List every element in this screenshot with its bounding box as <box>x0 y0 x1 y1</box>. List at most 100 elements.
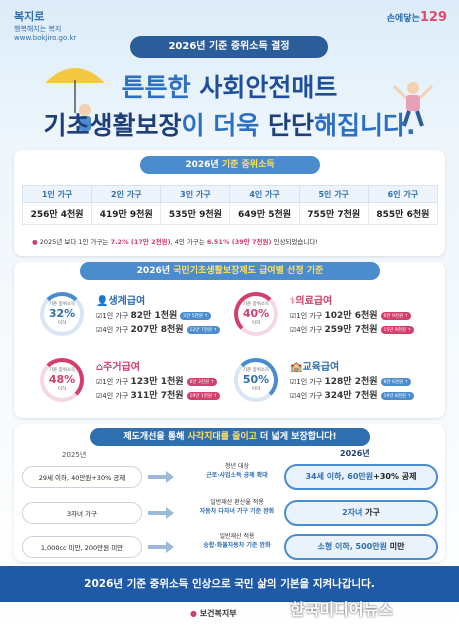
income-header-2: 2인 가구 <box>91 185 162 203</box>
label: 4인 가구 <box>102 326 131 334</box>
increase-badge: 12만 7천원 ↑ <box>186 326 221 334</box>
value: 123만 1천원 <box>130 377 184 387</box>
taegeuk-icon: ● <box>190 609 197 618</box>
media-name: 한국미디어뉴스 <box>290 600 394 619</box>
check-icon: ☑ <box>290 378 297 386</box>
headline-line-1: 튼튼한 사회안전매트 <box>0 68 459 104</box>
reform-mid-line2: 자동차 다자녀 가구 기준 완화 <box>199 508 275 515</box>
headline-2a: 기초생활보장 <box>43 111 182 140</box>
reform-row-children: 3자녀 가구 일반재산 환산율 적용 자동차 다자녀 가구 기준 완화 2자녀 가… <box>22 498 438 528</box>
ministry-logo: ● 보건복지부 <box>190 608 237 619</box>
ring-label: 기준 중위소득 <box>48 368 76 373</box>
check-icon: ☑ <box>290 326 297 334</box>
benefit-livelihood-title-text: 생계급여 <box>108 296 146 307</box>
income-header-1: 1인 가구 <box>21 185 93 203</box>
income-pill-b: 기준 중위소득 <box>221 160 275 170</box>
benefit-education: 기준 중위소득 50% 이하 🏫교육급여 ☑1인 가구 128만 2천원 8만 6… <box>234 358 428 408</box>
value: 324만 7천원 <box>324 391 378 401</box>
value: 102만 6천원 <box>324 311 378 321</box>
reform-new-a: 34세 이하, 60만원 <box>305 472 374 481</box>
benefit-housing: 기준 중위소득 48% 이하 ⌂주거급여 ☑1인 가구 123만 1천원 8만 3… <box>40 358 234 408</box>
benefit-housing-title: ⌂주거급여 <box>96 358 140 373</box>
reform-new-value: 소형 이하, 500만원 미만 <box>284 534 438 560</box>
label: 4인 가구 <box>102 392 131 400</box>
ring-label: 기준 중위소득 <box>48 302 76 307</box>
reform-new-a: 2자녀 <box>342 508 363 517</box>
benefit-medical: 기준 중위소득 40% 이하 ⚕의료급여 ☑1인 가구 102만 6천원 6만 9… <box>234 292 428 342</box>
increase-badge: 15만 9천원 ↑ <box>380 326 415 334</box>
bokjiro-logo-text: 복지로 <box>14 10 45 23</box>
benefit-education-title: 🏫교육급여 <box>290 358 339 373</box>
reform-new-value: 2자녀 가구 <box>284 500 438 526</box>
reform-mid-line1: 일반재산 적용 <box>219 533 255 540</box>
ring-label: 기준 중위소득 <box>242 368 270 373</box>
check-icon: ☑ <box>96 378 103 386</box>
benefit-housing-line1: ☑1인 가구 123만 1천원 8만 3천원 ↑ <box>96 374 218 387</box>
benefit-education-title-text: 교육급여 <box>302 362 340 373</box>
income-value-1: 256만 4천원 <box>21 202 93 225</box>
label: 4인 가구 <box>296 392 325 400</box>
reform-mid-line2: 승합·화물자동차 기준 완화 <box>203 542 271 549</box>
year-old-label: 2025년 <box>62 451 87 459</box>
reform-pill-c: 더 넓게 보장합니다! <box>256 432 337 442</box>
benefit-medical-line2: ☑4인 가구 259만 7천원 15만 9천원 ↑ <box>290 322 415 335</box>
label: 1인 가구 <box>102 312 131 320</box>
footer-band <box>0 566 459 602</box>
income-note: ● 2025년 보다 1인 가구는 7.2% (17만 2천원), 4인 가구는… <box>32 236 318 246</box>
check-icon: ☑ <box>96 312 103 320</box>
hotline-logo-text: 손에닿는 <box>386 14 420 24</box>
ring-sub: 이하 <box>251 387 261 392</box>
income-header-4: 4인 가구 <box>229 185 300 203</box>
income-value-3: 535만 9천원 <box>160 202 231 225</box>
bokjiro-logo-url: www.bokjiro.go.kr <box>14 34 77 42</box>
arrow-right-icon <box>148 507 174 519</box>
income-table: 1인 가구 2인 가구 3인 가구 4인 가구 5인 가구 6인 가구 256만… <box>21 185 439 225</box>
increase-badge: 19만 1천원 ↑ <box>186 392 221 400</box>
income-header-5: 5인 가구 <box>298 185 369 203</box>
reform-mid-line1: 청년 대상 <box>225 463 249 470</box>
value: 82만 1천원 <box>130 311 178 321</box>
reform-new-value: 34세 이하, 60만원+30% 공제 <box>284 464 438 490</box>
income-note-c: , 4인 가구는 <box>170 238 207 246</box>
benefit-livelihood-line1: ☑1인 가구 82만 1천원 5만 5천원 ↑ <box>96 308 212 321</box>
benefits-pill-b: 국민기초생활보장제도 급여별 선정 기준 <box>173 266 324 276</box>
ring-sub: 이하 <box>57 321 67 326</box>
reform-mid-line2: 근로·사업소득 공제 확대 <box>206 472 268 479</box>
jumping-person-icon <box>392 82 434 127</box>
benefit-housing-ring: 기준 중위소득 48% 이하 <box>40 358 84 402</box>
label: 1인 가구 <box>102 378 131 386</box>
reform-pill-a: 제도개선을 통해 <box>123 432 188 442</box>
check-icon: ☑ <box>96 326 103 334</box>
reform-mid-line1: 일반재산 환산율 적용 <box>210 499 264 506</box>
reform-pill: 제도개선을 통해 사각지대를 줄이고 더 넓게 보장합니다! <box>90 428 370 446</box>
income-header-6: 6인 가구 <box>367 185 439 203</box>
year-new-label: 2026년 <box>340 449 370 458</box>
income-value-4: 649만 5천원 <box>229 202 300 225</box>
check-icon: ☑ <box>290 312 297 320</box>
reform-pill-b: 사각지대를 줄이고 <box>187 432 257 442</box>
benefit-livelihood-pct: 32% <box>48 307 76 320</box>
reform-row-youth: 29세 이하, 40만원+30% 공제 청년 대상 근로·사업소득 공제 확대 3… <box>22 462 438 492</box>
value: 207만 8천원 <box>130 325 184 335</box>
income-note-e: 인상되었습니다! <box>271 238 318 246</box>
increase-badge: 8만 3천원 ↑ <box>186 378 218 386</box>
lightbulb-icon: ● <box>32 238 38 246</box>
reform-new-a: 소형 이하, 500만원 <box>317 542 387 551</box>
benefit-housing-line2: ☑4인 가구 311만 7천원 19만 1천원 ↑ <box>96 388 221 401</box>
house-icon: ⌂ <box>96 362 104 373</box>
reform-old-value: 1,000cc 미만, 200만원 미만 <box>22 536 142 558</box>
reform-new-b: +30% 공제 <box>373 472 417 481</box>
benefit-education-pct: 50% <box>242 373 270 386</box>
income-pill-a: 2026년 <box>185 160 222 170</box>
benefit-medical-line1: ☑1인 가구 102만 6천원 6만 9천원 ↑ <box>290 308 412 321</box>
income-value-5: 755만 7천원 <box>298 202 369 225</box>
value: 128만 2천원 <box>324 377 378 387</box>
bokjiro-logo-sub: 행복해지는 복지 <box>14 25 62 33</box>
umbrella-person-icon <box>45 68 105 131</box>
increase-badge: 8만 6천원 ↑ <box>380 378 412 386</box>
benefits-card <box>14 262 445 418</box>
check-icon: ☑ <box>290 392 297 400</box>
